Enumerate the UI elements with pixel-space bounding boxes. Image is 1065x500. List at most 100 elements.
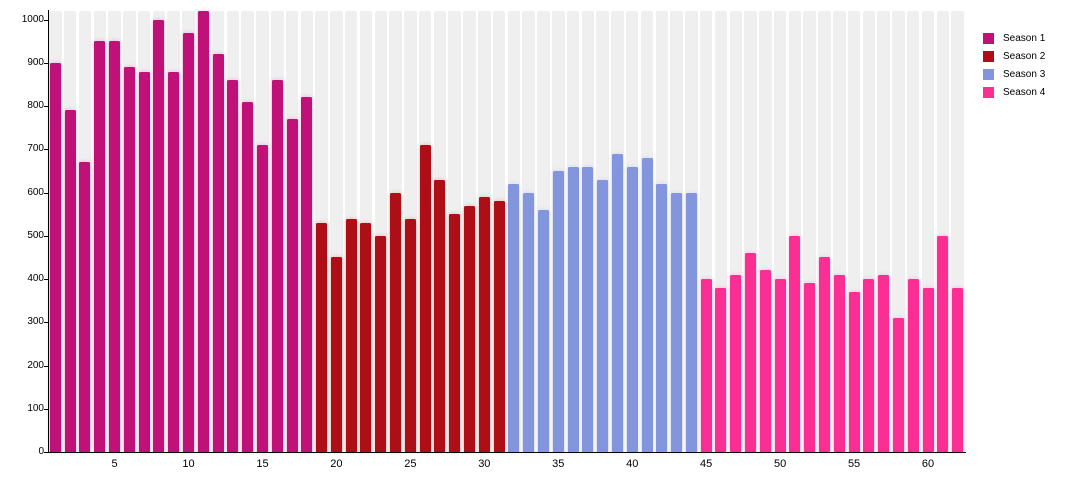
bar-season-3-ep34 — [537, 209, 549, 452]
bar-season-4-ep45 — [700, 279, 712, 452]
bar-season-4-ep46 — [715, 287, 727, 452]
bar-season-4-ep58 — [892, 317, 904, 452]
x-tick-label-5: 5 — [111, 458, 118, 470]
y-tick-label-100: 100 — [27, 402, 44, 414]
x-tick-label-10: 10 — [182, 458, 195, 470]
bar-season-4-ep60 — [922, 287, 934, 452]
y-tick-mark — [44, 279, 48, 281]
legend-item-season-4: Season 4 — [983, 83, 1045, 101]
x-tick-label-50: 50 — [773, 458, 787, 470]
bar-season-3-ep42 — [656, 183, 668, 452]
y-tick-label-900: 900 — [27, 56, 44, 68]
bar-season-4-ep50 — [774, 279, 786, 452]
bar-season-1-ep14 — [242, 101, 254, 452]
bar-season-4-ep54 — [833, 274, 845, 452]
bar-season-4-ep49 — [759, 270, 771, 452]
bar-season-4-ep62 — [952, 287, 964, 452]
bar-season-2-ep20 — [330, 257, 342, 452]
legend-swatch-icon — [983, 68, 994, 80]
y-tick-mark — [44, 452, 48, 453]
bar-season-1-ep4 — [94, 41, 106, 452]
bar-season-1-ep11 — [197, 11, 209, 452]
bar-season-1-ep6 — [123, 67, 135, 452]
x-tick-label-30: 30 — [478, 458, 491, 470]
y-tick-label-300: 300 — [27, 316, 44, 328]
y-tick-label-200: 200 — [27, 359, 44, 371]
y-tick-label-400: 400 — [27, 273, 44, 285]
bar-season-1-ep2 — [64, 110, 76, 452]
bar-season-2-ep23 — [375, 235, 387, 452]
bar-season-3-ep32 — [508, 183, 520, 452]
legend-item-season-2: Season 2 — [983, 47, 1045, 65]
bar-season-2-ep21 — [345, 218, 357, 452]
y-tick-mark — [44, 235, 48, 237]
bar-season-1-ep1 — [49, 62, 61, 452]
bar-season-2-ep24 — [390, 192, 402, 452]
bar-season-4-ep53 — [818, 257, 830, 452]
x-tick-label-25: 25 — [404, 458, 417, 470]
bar-season-4-ep48 — [745, 253, 757, 452]
bar-season-3-ep37 — [582, 166, 594, 452]
y-tick-mark — [44, 62, 48, 64]
bar-season-4-ep61 — [937, 235, 949, 452]
bar-season-1-ep7 — [138, 71, 150, 452]
legend: Season 1 Season 2 Season 3 Season 4 — [983, 29, 1045, 101]
bar-season-3-ep36 — [567, 166, 579, 452]
bar-season-4-ep59 — [907, 279, 919, 452]
bar-season-3-ep38 — [597, 179, 609, 452]
bar-season-3-ep41 — [641, 158, 653, 452]
bar-season-2-ep29 — [464, 205, 476, 452]
x-tick-label-15: 15 — [256, 458, 269, 470]
bar-season-3-ep33 — [523, 192, 535, 452]
bar-season-1-ep17 — [286, 119, 298, 452]
legend-swatch-icon — [983, 32, 994, 44]
bar-season-2-ep28 — [449, 214, 461, 452]
bar-season-2-ep19 — [316, 222, 328, 452]
bar-season-1-ep5 — [109, 41, 121, 452]
y-tick-label-800: 800 — [27, 100, 44, 112]
bar-season-1-ep12 — [212, 54, 224, 452]
bar-season-3-ep44 — [685, 192, 697, 452]
bar-season-2-ep31 — [493, 201, 505, 452]
x-axis-line — [48, 452, 966, 453]
bar-season-1-ep3 — [79, 162, 91, 452]
legend-label: Season 3 — [1003, 68, 1046, 80]
bar-season-4-ep55 — [848, 292, 860, 452]
legend-item-season-1: Season 1 — [983, 29, 1045, 47]
bar-season-4-ep56 — [863, 279, 875, 452]
bar-season-1-ep13 — [227, 80, 239, 452]
x-tick-label-20: 20 — [330, 458, 343, 470]
bar-season-1-ep18 — [301, 97, 313, 452]
bar-season-3-ep39 — [611, 153, 623, 452]
y-tick-mark — [44, 322, 48, 324]
y-tick-mark — [44, 149, 48, 151]
bar-season-1-ep8 — [153, 19, 165, 452]
legend-item-season-3: Season 3 — [983, 65, 1045, 83]
x-tick-label-60: 60 — [921, 458, 935, 470]
y-tick-mark — [44, 365, 48, 367]
bar-season-2-ep27 — [434, 179, 446, 452]
bar-season-2-ep22 — [360, 222, 372, 452]
bar-season-2-ep25 — [404, 218, 416, 452]
x-tick-label-35: 35 — [552, 458, 565, 470]
bar-season-1-ep16 — [271, 80, 283, 452]
bar-season-4-ep47 — [730, 274, 742, 452]
bar-season-4-ep52 — [804, 283, 816, 452]
y-tick-label-700: 700 — [27, 143, 44, 155]
y-tick-mark — [44, 19, 48, 21]
bar-season-1-ep9 — [168, 71, 180, 452]
y-tick-mark — [44, 106, 48, 108]
x-tick-label-40: 40 — [626, 458, 639, 470]
bar-season-2-ep30 — [478, 196, 490, 452]
bar-season-3-ep43 — [671, 192, 683, 452]
bar-season-4-ep51 — [789, 235, 801, 452]
y-tick-label-600: 600 — [27, 186, 44, 198]
legend-swatch-icon — [983, 86, 994, 98]
y-tick-mark — [44, 192, 48, 194]
bar-season-3-ep40 — [626, 166, 638, 452]
bar-season-1-ep10 — [183, 32, 194, 452]
y-tick-label-1000: 1000 — [21, 13, 44, 25]
legend-label: Season 2 — [1003, 50, 1046, 62]
y-tick-mark — [44, 408, 48, 410]
